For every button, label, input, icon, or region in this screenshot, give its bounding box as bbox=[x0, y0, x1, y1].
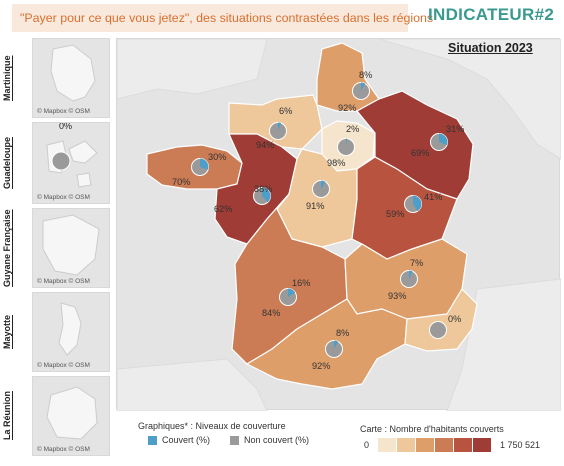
region-pies bbox=[191, 82, 448, 358]
covered-label: Couvert (%) bbox=[162, 435, 211, 445]
region-provence-alpes-cote-d-azur[interactable] bbox=[404, 288, 478, 352]
martinique-shape bbox=[50, 44, 96, 102]
overseas-attribution: © Mapbox © OSM bbox=[37, 194, 90, 201]
pie-covered-slice bbox=[200, 158, 209, 170]
region-not-covered-pct: 84% bbox=[262, 308, 281, 318]
region-not-covered-pct: 92% bbox=[312, 361, 331, 371]
overseas-attribution: © Mapbox © OSM bbox=[37, 108, 90, 115]
region-pie[interactable] bbox=[404, 195, 422, 213]
overseas-label-mayotte: Mayotte bbox=[2, 315, 12, 350]
not-covered-label: Non couvert (%) bbox=[244, 435, 310, 445]
region-pie[interactable] bbox=[400, 270, 418, 288]
region-not-covered-pct: 69% bbox=[411, 148, 430, 158]
region-covered-pct: 41% bbox=[424, 192, 443, 202]
overseas-label-guyane: Guyane Française bbox=[2, 209, 12, 287]
region-pie[interactable] bbox=[325, 340, 343, 358]
region-not-covered-pct: 93% bbox=[388, 291, 407, 301]
pie-covered-slice bbox=[262, 187, 271, 203]
guadeloupe-covered-pct: 0% bbox=[59, 122, 73, 131]
pie-covered-slice bbox=[409, 270, 413, 279]
region-pie[interactable] bbox=[352, 82, 370, 100]
background-land bbox=[117, 39, 561, 411]
situation-title: Situation 2023 bbox=[448, 41, 533, 55]
pie-covered-slice bbox=[413, 195, 422, 212]
scale-legend-title: Carte : Nombre d'habitants couverts bbox=[360, 424, 504, 434]
overseas-map-mayotte[interactable]: © Mapbox © OSM bbox=[32, 292, 110, 372]
region-covered-pct: 2% bbox=[346, 124, 360, 134]
region-covered-pct: 0% bbox=[448, 314, 462, 324]
region-shapes[interactable] bbox=[146, 42, 478, 390]
region-pie[interactable] bbox=[253, 187, 271, 205]
region-centre-val-de-loire[interactable] bbox=[276, 148, 358, 248]
region-pie[interactable] bbox=[430, 133, 448, 151]
overseas-map-guadeloupe[interactable]: 0% © Mapbox © OSM bbox=[32, 122, 110, 204]
region-covered-pct: 7% bbox=[410, 258, 424, 268]
scale-step bbox=[454, 438, 472, 452]
guadeloupe-shape bbox=[46, 140, 98, 188]
pie-covered-slice bbox=[278, 122, 282, 131]
scale-step bbox=[473, 438, 491, 452]
region-pie[interactable] bbox=[337, 138, 355, 156]
overseas-map-guyane[interactable]: © Mapbox © OSM bbox=[32, 208, 110, 288]
region-not-covered-pct: 98% bbox=[327, 158, 346, 168]
region-covered-pct: 16% bbox=[292, 278, 311, 288]
scale-step bbox=[416, 438, 434, 452]
overseas-label-martinique: Martinique bbox=[2, 55, 12, 101]
indicator-title: INDICATEUR#2 bbox=[428, 5, 555, 24]
region-not-covered-pct: 91% bbox=[306, 201, 325, 211]
region-pie[interactable] bbox=[429, 321, 447, 339]
pie-covered-slice bbox=[334, 340, 339, 349]
overseas-map-martinique[interactable]: © Mapbox © OSM bbox=[32, 38, 110, 118]
pies-legend-title: Graphiques* : Niveaux de couverture bbox=[138, 421, 286, 431]
region-covered-pct: 8% bbox=[336, 328, 350, 338]
scale-min: 0 bbox=[364, 440, 370, 450]
france-map[interactable]: Situation 2023 bbox=[116, 38, 561, 411]
reunion-shape bbox=[46, 386, 98, 440]
overseas-map-reunion[interactable]: © Mapbox © OSM bbox=[32, 376, 110, 456]
page-title: "Payer pour ce que vous jetez", des situ… bbox=[20, 11, 434, 25]
region-pie[interactable] bbox=[269, 122, 287, 140]
region-not-covered-pct: 70% bbox=[172, 177, 191, 187]
region-not-covered-pct: 62% bbox=[214, 204, 233, 214]
overseas-attribution: © Mapbox © OSM bbox=[37, 362, 90, 369]
region-covered-pct: 30% bbox=[208, 152, 227, 162]
not-covered-swatch bbox=[230, 436, 239, 445]
region-covered-pct: 8% bbox=[359, 70, 373, 80]
region-not-covered-pct: 94% bbox=[256, 140, 275, 150]
region-pie[interactable] bbox=[191, 158, 209, 176]
region-covered-pct: 38% bbox=[254, 184, 273, 194]
pie-covered-slice bbox=[288, 288, 296, 297]
covered-swatch bbox=[148, 436, 157, 445]
header-banner: "Payer pour ce que vous jetez", des situ… bbox=[12, 4, 433, 32]
guyane-shape bbox=[42, 214, 100, 276]
region-covered-pct: 31% bbox=[446, 124, 465, 134]
pie-covered-slice bbox=[439, 133, 448, 146]
region-pie[interactable] bbox=[312, 180, 330, 198]
scale-max: 1 750 521 bbox=[500, 440, 541, 450]
overseas-label-guadeloupe: Guadeloupe bbox=[2, 137, 12, 190]
scale-step bbox=[397, 438, 415, 452]
region-pie[interactable] bbox=[279, 288, 297, 306]
region-not-covered-pct: 92% bbox=[338, 103, 357, 113]
pie-covered-slice bbox=[321, 180, 326, 189]
overseas-attribution: © Mapbox © OSM bbox=[37, 446, 90, 453]
region-covered-pct: 6% bbox=[279, 106, 293, 116]
pie-not-covered-slice bbox=[429, 321, 447, 339]
region-not-covered-pct: 59% bbox=[386, 209, 405, 219]
mayotte-shape bbox=[58, 302, 82, 356]
overseas-attribution: © Mapbox © OSM bbox=[37, 278, 90, 285]
scale-step bbox=[378, 438, 396, 452]
overseas-label-reunion: La Réunion bbox=[2, 391, 12, 441]
scale-step bbox=[435, 438, 453, 452]
map-svg bbox=[117, 39, 561, 411]
pie-covered-slice bbox=[346, 138, 348, 147]
pie-covered-slice bbox=[361, 82, 366, 91]
